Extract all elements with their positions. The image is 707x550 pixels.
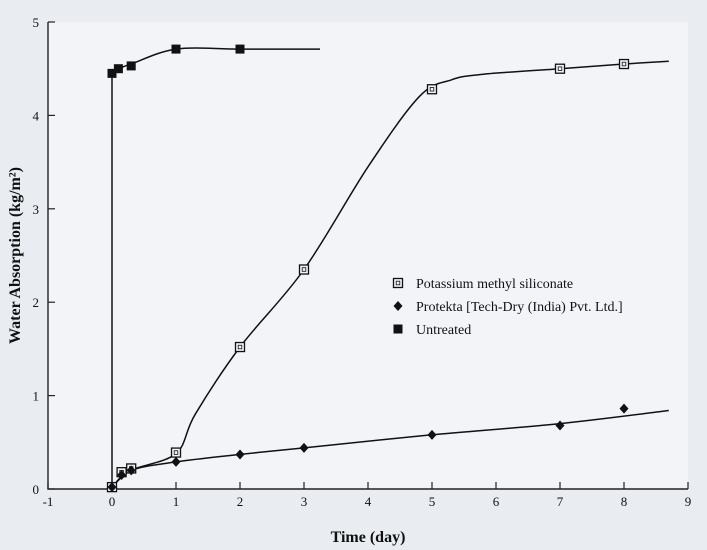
series-1-point <box>234 341 246 353</box>
series-2-point <box>555 420 565 431</box>
x-tick-label: 1 <box>173 494 180 509</box>
series-3-point <box>171 44 181 54</box>
series-3-point <box>235 44 245 54</box>
y-tick-label: 0 <box>33 482 40 497</box>
series-2-point <box>299 442 309 453</box>
y-tick-label: 4 <box>33 108 40 123</box>
y-tick-label: 3 <box>33 202 40 217</box>
series-2-point <box>107 482 117 493</box>
x-tick-label: 5 <box>429 494 436 509</box>
series-1-point <box>426 84 438 95</box>
series-2-point <box>117 469 127 480</box>
legend: Potassium methyl siliconate Protekta [Tec… <box>392 277 623 338</box>
legend-marker-3 <box>393 324 403 334</box>
series-1-point <box>618 58 630 70</box>
legend-marker-2 <box>393 301 403 311</box>
series-2-point <box>427 429 437 440</box>
y-axis-title: Water Absorption (kg/m²) <box>7 167 24 344</box>
legend-label-1: Potassium methyl siliconate <box>416 277 573 292</box>
plot-area <box>48 22 688 489</box>
legend-label-3: Untreated <box>416 323 471 338</box>
x-tick-label: 2 <box>237 494 244 509</box>
x-tick-label: 8 <box>621 494 628 509</box>
series-1-point <box>298 264 310 275</box>
series-1-point <box>554 63 566 74</box>
x-tick-label: 3 <box>301 494 308 509</box>
x-tick-label: 4 <box>365 494 372 509</box>
x-tick-label: 7 <box>557 494 564 509</box>
series-3-point <box>107 68 117 78</box>
legend-marker-1 <box>392 277 404 289</box>
x-axis-title: Time (day) <box>331 529 406 546</box>
x-tick-label: 6 <box>493 494 500 509</box>
series-2-point <box>171 456 181 467</box>
legend-label-2: Protekta [Tech-Dry (India) Pvt. Ltd.] <box>416 300 623 315</box>
series-3-point <box>126 61 136 71</box>
x-tick-label: -1 <box>43 494 54 509</box>
y-tick-label: 1 <box>33 389 40 404</box>
series-3-point <box>113 64 123 74</box>
series-2-point <box>235 449 245 460</box>
series-2-point <box>126 465 136 476</box>
series-1-point <box>170 447 182 458</box>
series-2-point <box>619 403 629 414</box>
y-tick-label: 2 <box>33 295 40 310</box>
x-tick-label: 0 <box>109 494 116 509</box>
data-markers <box>106 44 630 493</box>
x-tick-label: 9 <box>685 494 692 509</box>
y-tick-label: 5 <box>33 15 40 30</box>
